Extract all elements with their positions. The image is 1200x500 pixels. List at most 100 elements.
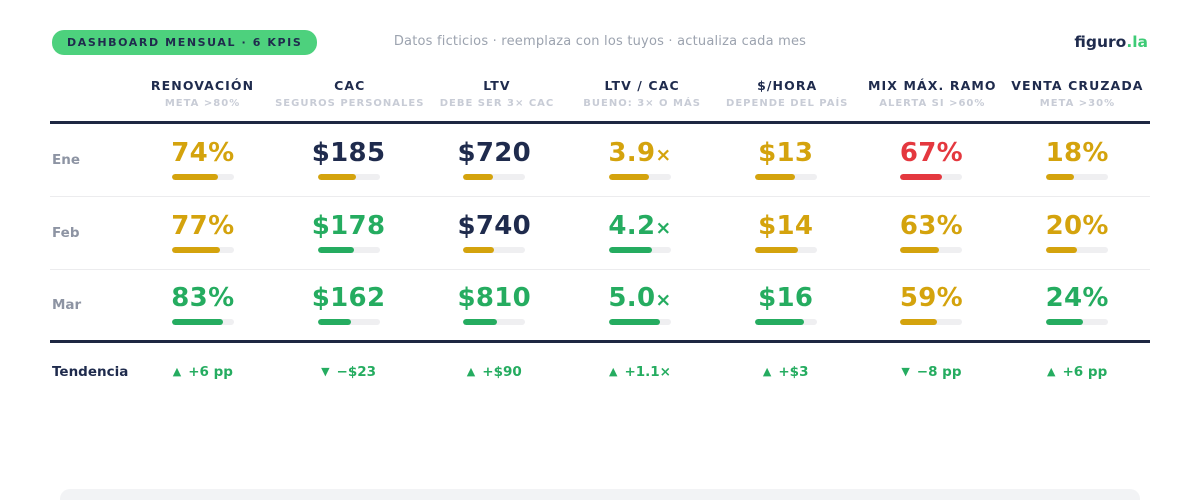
corner-cell (50, 78, 130, 109)
kpi-cell: $178 (276, 213, 422, 253)
column-title: LTV (483, 78, 511, 93)
column-header: MIX MÁX. RAMO ALERTA SI >60% (860, 78, 1005, 109)
kpi-bar-fill (608, 174, 650, 180)
kpi-value: 77% (171, 211, 235, 241)
trend-value: +$90 (482, 363, 522, 380)
kpi-cell: $720 (421, 140, 567, 180)
table-body: Ene 74% $185 $720 3.9× $13 67% 18% Feb 77% $178 $74… (50, 124, 1150, 343)
trend-cell: ▲ +6 pp (1004, 364, 1150, 380)
column-subtitle: META >80% (164, 98, 241, 109)
kpi-dashboard: DASHBOARD MENSUAL · 6 KPIS Datos fictici… (50, 29, 1150, 500)
column-header: LTV DEBE SER 3× CAC (424, 78, 569, 109)
kpi-cell: $162 (276, 285, 422, 325)
column-title: VENTA CRUZADA (1011, 78, 1144, 93)
dashboard-badge: DASHBOARD MENSUAL · 6 KPIS (52, 29, 318, 55)
kpi-bar-fill (317, 174, 356, 180)
kpi-cell: 59% (859, 285, 1005, 325)
column-title: RENOVACIÓN (150, 78, 255, 93)
kpi-bar-fill (608, 247, 653, 253)
down-arrow-icon: ▼ (901, 365, 910, 378)
kpi-bar-track (754, 247, 817, 253)
kpi-bar-track (463, 247, 526, 253)
kpi-bar-track (608, 319, 671, 325)
kpi-cell: $16 (713, 285, 859, 325)
kpi-row: Mar 83% $162 $810 5.0× $16 59% 24% (50, 270, 1150, 343)
kpi-value: $720 (457, 138, 532, 168)
kpi-bar-track (900, 319, 963, 325)
kpi-value: $740 (457, 211, 532, 241)
trend-value: +1.1× (624, 363, 671, 380)
kpi-value: $16 (758, 283, 814, 313)
up-arrow-icon: ▲ (608, 365, 618, 378)
up-arrow-icon: ▲ (172, 365, 182, 378)
kpi-bar-track (754, 174, 817, 180)
header-note: Datos ficticios · reemplaza con los tuyo… (393, 34, 807, 49)
column-subtitle: DEBE SER 3× CAC (439, 98, 555, 109)
kpi-bar-fill (317, 319, 352, 325)
kpi-value: $810 (457, 283, 532, 313)
trend-cell: ▲ +$90 (421, 364, 567, 380)
kpi-bar-track (754, 319, 817, 325)
kpi-bar-track (1046, 174, 1109, 180)
kpi-cell: $740 (421, 213, 567, 253)
kpi-bar-track (608, 247, 671, 253)
trend-cell: ▲ +1.1× (567, 364, 713, 380)
kpi-bar-fill (754, 319, 805, 325)
bottom-card-edge (60, 489, 1140, 500)
up-arrow-icon: ▲ (466, 365, 476, 378)
kpi-bar-fill (171, 247, 220, 253)
kpi-bar-track (171, 247, 234, 253)
multiplier-sign: × (655, 217, 672, 239)
column-header: RENOVACIÓN META >80% (130, 78, 275, 109)
kpi-cell: 74% (130, 140, 276, 180)
column-title: LTV / CAC (604, 78, 680, 93)
column-header: $/HORA DEPENDE DEL PAÍS (715, 78, 860, 109)
trend-cell: ▼ −8 pp (859, 364, 1005, 380)
kpi-value: 59% (899, 283, 963, 313)
kpi-value: 67% (899, 138, 963, 168)
trend-value: −8 pp (916, 363, 962, 380)
kpi-bar-fill (463, 174, 494, 180)
kpi-value: 24% (1045, 283, 1109, 313)
up-arrow-icon: ▲ (762, 365, 772, 378)
kpi-cell: 18% (1004, 140, 1150, 180)
kpi-cell: 20% (1004, 213, 1150, 253)
kpi-row: Feb 77% $178 $740 4.2× $14 63% 20% (50, 197, 1150, 270)
table-header-row: RENOVACIÓN META >80% CAC SEGUROS PERSONALES… (50, 78, 1150, 124)
kpi-row: Ene 74% $185 $720 3.9× $13 67% 18% (50, 124, 1150, 197)
kpi-value: $13 (758, 138, 814, 168)
kpi-bar-fill (317, 247, 355, 253)
trend-row-label: Tendencia (52, 363, 129, 380)
kpi-bar-fill (754, 174, 795, 180)
kpi-bar-fill (463, 319, 497, 325)
kpi-cell: 4.2× (567, 213, 713, 253)
column-subtitle: ALERTA SI >60% (879, 98, 986, 109)
kpi-cell: 24% (1004, 285, 1150, 325)
kpi-value: $178 (311, 211, 386, 241)
kpi-bar-track (317, 174, 380, 180)
kpi-bar-track (317, 319, 380, 325)
kpi-cell: $810 (421, 285, 567, 325)
kpi-bar-track (1046, 247, 1109, 253)
multiplier-sign: × (655, 289, 672, 311)
logo-tld: .la (1126, 33, 1148, 51)
kpi-cell: 5.0× (567, 285, 713, 325)
kpi-bar-track (463, 319, 526, 325)
logo-name: figuro (1074, 33, 1127, 51)
column-title: $/HORA (757, 78, 818, 93)
kpi-value: 5.0× (608, 283, 672, 313)
kpi-bar-fill (1046, 174, 1075, 180)
row-label: Feb (52, 225, 80, 241)
column-subtitle: DEPENDE DEL PAÍS (726, 98, 849, 109)
trend-cell: ▼ −$23 (276, 364, 422, 380)
trend-row: Tendencia ▲ +6 pp ▼ −$23 ▲ +$90 ▲ +1.1× ▲ +$3 ▼ −8 … (50, 343, 1150, 400)
kpi-value: $185 (311, 138, 386, 168)
kpi-bar-track (1046, 319, 1109, 325)
multiplier-sign: × (655, 144, 672, 166)
kpi-cell: $185 (276, 140, 422, 180)
column-title: CAC (334, 78, 366, 93)
kpi-bar-track (900, 247, 963, 253)
kpi-bar-track (900, 174, 963, 180)
kpi-cell: 3.9× (567, 140, 713, 180)
kpi-value: $162 (311, 283, 386, 313)
